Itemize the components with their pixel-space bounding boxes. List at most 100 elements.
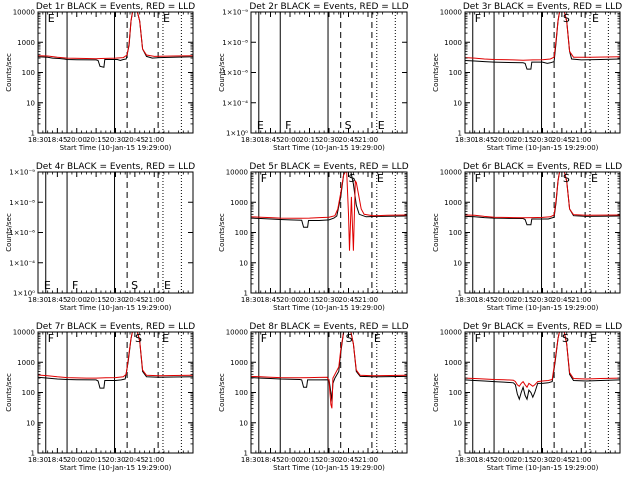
event-marker-label: F [475, 332, 481, 345]
lld-series-line [38, 12, 193, 60]
x-axis-label: Start Time (10-Jan-15 19:29:00) [487, 144, 599, 152]
x-tick-label: 18:45 [47, 296, 67, 304]
x-axis-label: Start Time (10-Jan-15 19:29:00) [273, 144, 385, 152]
y-tick-label: 1000 [444, 359, 462, 367]
y-tick-label: 1×10⁻⁶ [222, 69, 248, 77]
event-marker-label: E [163, 12, 170, 25]
x-tick-label: 20:00 [280, 456, 300, 464]
y-tick-label: 1×10⁻⁹ [9, 169, 35, 177]
y-tick-label: 10 [453, 99, 462, 107]
x-tick-label: 20:30 [532, 456, 552, 464]
events-series-line [251, 332, 407, 402]
y-tick-label: 1000 [230, 199, 248, 207]
events-series-line [251, 172, 407, 228]
event-marker-label: E [48, 12, 55, 25]
event-marker-label: F [261, 172, 267, 185]
x-axis-label: Start Time (10-Jan-15 19:29:00) [487, 464, 599, 472]
y-axis-label: Counts/sec [5, 53, 13, 92]
event-marker-label: F [475, 172, 481, 185]
y-tick-label: 100 [449, 389, 462, 397]
plot-frame [464, 11, 621, 134]
x-tick-label: 20:30 [319, 136, 339, 144]
x-tick-label: 21:00 [358, 136, 378, 144]
event-marker-label: E [162, 332, 169, 345]
y-tick-label: 10000 [440, 329, 462, 337]
panel-title: Det 1r BLACK = Events, RED = LLD [36, 2, 195, 12]
panel-title: Det 2r BLACK = Events, RED = LLD [249, 2, 408, 12]
x-tick-label: 20:30 [319, 456, 339, 464]
x-tick-label: 20:15 [86, 456, 106, 464]
event-marker-label: E [164, 279, 171, 292]
y-tick-label: 1×10⁻⁴ [222, 99, 248, 107]
y-tick-label: 1×10⁻⁹ [222, 9, 248, 17]
event-marker-label: E [374, 332, 381, 345]
panel-title: Det 7r BLACK = Events, RED = LLD [36, 322, 195, 332]
y-tick-label: 10 [26, 99, 35, 107]
plot-frame [37, 171, 194, 294]
x-tick-label: 20:45 [338, 456, 358, 464]
plot-frame [250, 331, 408, 454]
lld-series-line [251, 172, 407, 251]
plot-frame [250, 11, 408, 134]
event-marker-label: S [349, 172, 356, 185]
x-tick-label: 20:15 [513, 296, 533, 304]
x-tick-label: 21:00 [144, 456, 164, 464]
plot-frame [250, 171, 408, 294]
event-marker-label: E [592, 12, 599, 25]
y-tick-label: 100 [235, 229, 248, 237]
x-tick-label: 18:30 [455, 456, 475, 464]
x-axis-label: Start Time (10-Jan-15 19:29:00) [273, 304, 385, 312]
x-tick-label: 20:15 [299, 456, 319, 464]
y-tick-label: 1×10⁰ [13, 290, 35, 298]
y-tick-label: 1 [31, 450, 35, 458]
x-tick-label: 20:45 [552, 456, 572, 464]
lld-series-line [465, 12, 620, 61]
events-series-line [38, 332, 193, 389]
y-tick-label: 1000 [444, 39, 462, 47]
y-axis-label: Counts/sec [218, 53, 226, 92]
x-tick-label: 18:45 [474, 296, 494, 304]
event-marker-label: E [257, 119, 264, 132]
x-tick-label: 20:30 [105, 136, 125, 144]
x-tick-label: 20:30 [532, 296, 552, 304]
x-tick-label: 18:30 [28, 456, 48, 464]
x-tick-label: 18:45 [260, 456, 280, 464]
event-marker-label: S [131, 279, 138, 292]
y-axis-label: Counts/sec [218, 213, 226, 252]
panel-9: Det 9r BLACK = Events, RED = LLD 1 10 100 10… [432, 322, 622, 472]
x-tick-label: 18:45 [474, 456, 494, 464]
y-tick-label: 100 [449, 229, 462, 237]
event-marker-label: S [135, 332, 142, 345]
panel-3: Det 3r BLACK = Events, RED = LLD 1 10 100 10… [432, 2, 622, 152]
event-marker-label: S [345, 119, 352, 132]
y-tick-label: 10 [453, 419, 462, 427]
x-tick-label: 20:30 [532, 136, 552, 144]
event-marker-label: E [377, 172, 384, 185]
y-tick-label: 1000 [17, 39, 35, 47]
y-tick-label: 10 [239, 259, 248, 267]
plot-frame [464, 171, 621, 294]
lld-series-line [465, 332, 620, 389]
panel-title: Det 4r BLACK = Events, RED = LLD [36, 162, 195, 172]
y-tick-label: 1000 [444, 199, 462, 207]
y-tick-label: 100 [449, 69, 462, 77]
y-tick-label: 10 [453, 259, 462, 267]
event-marker-label: F [261, 332, 267, 345]
x-tick-label: 20:45 [338, 136, 358, 144]
y-tick-label: 1×10⁻⁴ [9, 259, 35, 267]
panel-title: Det 9r BLACK = Events, RED = LLD [463, 322, 622, 332]
y-tick-label: 1 [458, 130, 462, 138]
y-axis-label: Counts/sec [432, 213, 440, 252]
event-marker-label: E [44, 279, 51, 292]
panel-8: Det 8r BLACK = Events, RED = LLD 1 10 100 10… [218, 322, 409, 472]
panel-title: Det 8r BLACK = Events, RED = LLD [249, 322, 408, 332]
panel-6: Det 6r BLACK = Events, RED = LLD 1 10 100 10… [432, 162, 622, 312]
y-axis-label: Counts/sec [5, 213, 13, 252]
x-tick-label: 21:00 [144, 136, 164, 144]
plot-frame [464, 331, 621, 454]
y-axis-label: Counts/sec [432, 53, 440, 92]
x-tick-label: 20:15 [299, 296, 319, 304]
y-axis-label: Counts/sec [432, 373, 440, 412]
events-series-line [38, 12, 193, 68]
